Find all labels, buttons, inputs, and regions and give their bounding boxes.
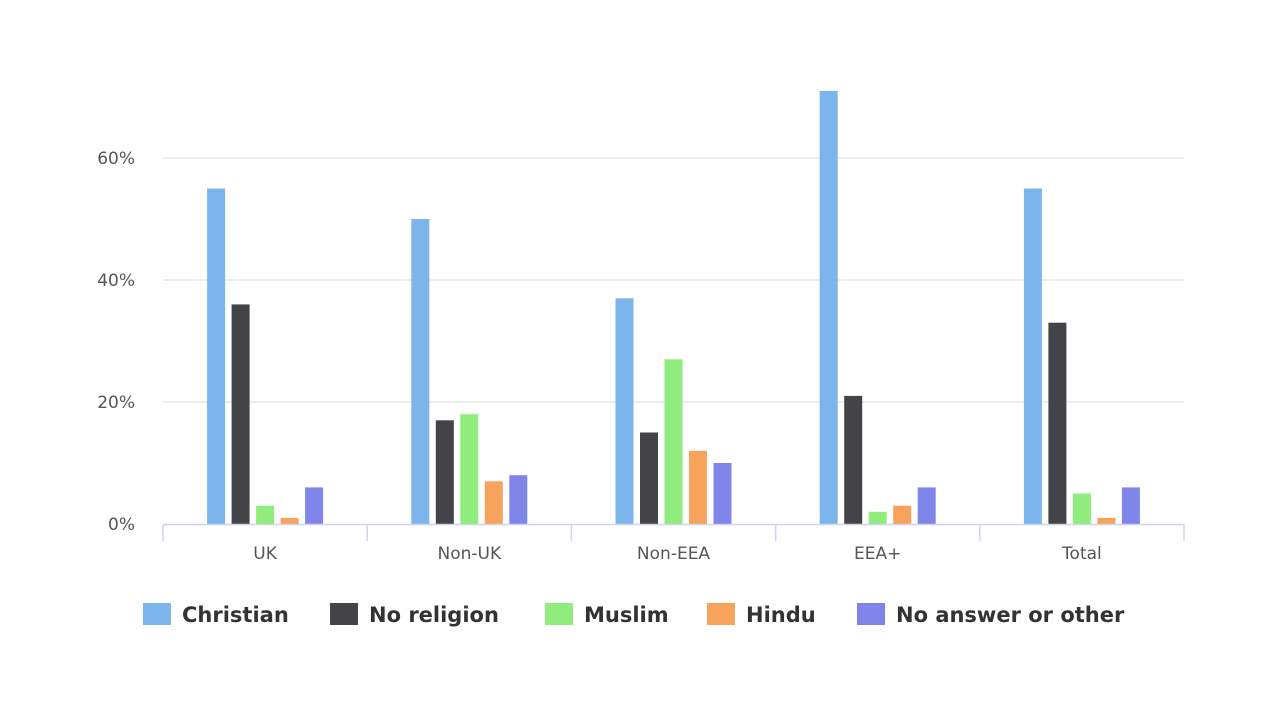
bar-hindu [484,481,503,524]
bar-christian [207,188,226,524]
bar-muslim [1072,493,1091,524]
x-tick-label: Non-UK [437,544,501,564]
bar-no-religion [435,420,454,524]
legend-item-label[interactable]: No answer or other [896,603,1125,627]
y-tick-label: 20% [97,393,135,413]
legend-item-label[interactable]: Muslim [584,603,669,627]
bar-no-religion [844,395,863,524]
y-tick-label: 40% [97,271,135,291]
legend-item-label[interactable]: Christian [182,603,289,627]
bar-no-religion [231,304,250,524]
bar-no-answer-or-other [1121,487,1140,524]
legend-swatch[interactable] [143,603,171,625]
x-axis: UK Non-UK Non-EEA EEA+ Total [162,523,1185,564]
x-tick-label: UK [253,544,277,564]
x-tick-label: Total [1061,544,1102,564]
bar-muslim [664,359,683,524]
bar-no-religion [640,432,658,524]
bars [207,90,1140,525]
bar-no-answer-or-other [509,475,528,524]
bar-hindu [689,450,707,524]
bar-hindu [280,517,299,524]
x-tick-label: Non-EEA [637,544,711,564]
bar-no-answer-or-other [305,487,324,524]
legend-swatch[interactable] [707,603,735,625]
bar-hindu [893,505,912,524]
bar-muslim [868,511,887,524]
legend-item-label[interactable]: No religion [369,603,499,627]
bar-no-answer-or-other [713,463,732,524]
bar-christian [615,298,634,524]
bar-muslim [460,414,479,524]
legend-item-label[interactable]: Hindu [746,603,816,627]
bar-christian [1023,188,1042,524]
bar-muslim [256,505,275,524]
legend-swatch[interactable] [330,603,358,625]
x-tick-label: EEA+ [854,544,901,564]
y-tick-label: 0% [108,515,135,535]
bar-hindu [1097,517,1116,524]
y-tick-label: 60% [97,149,135,169]
bar-christian [819,90,838,525]
legend-swatch[interactable] [857,603,885,625]
bar-no-religion [1048,322,1067,524]
bar-no-answer-or-other [917,487,936,524]
bar-christian [411,219,430,524]
legend-swatch[interactable] [545,603,573,625]
legend: Christian No religion Muslim Hindu No answer… [143,603,1125,627]
